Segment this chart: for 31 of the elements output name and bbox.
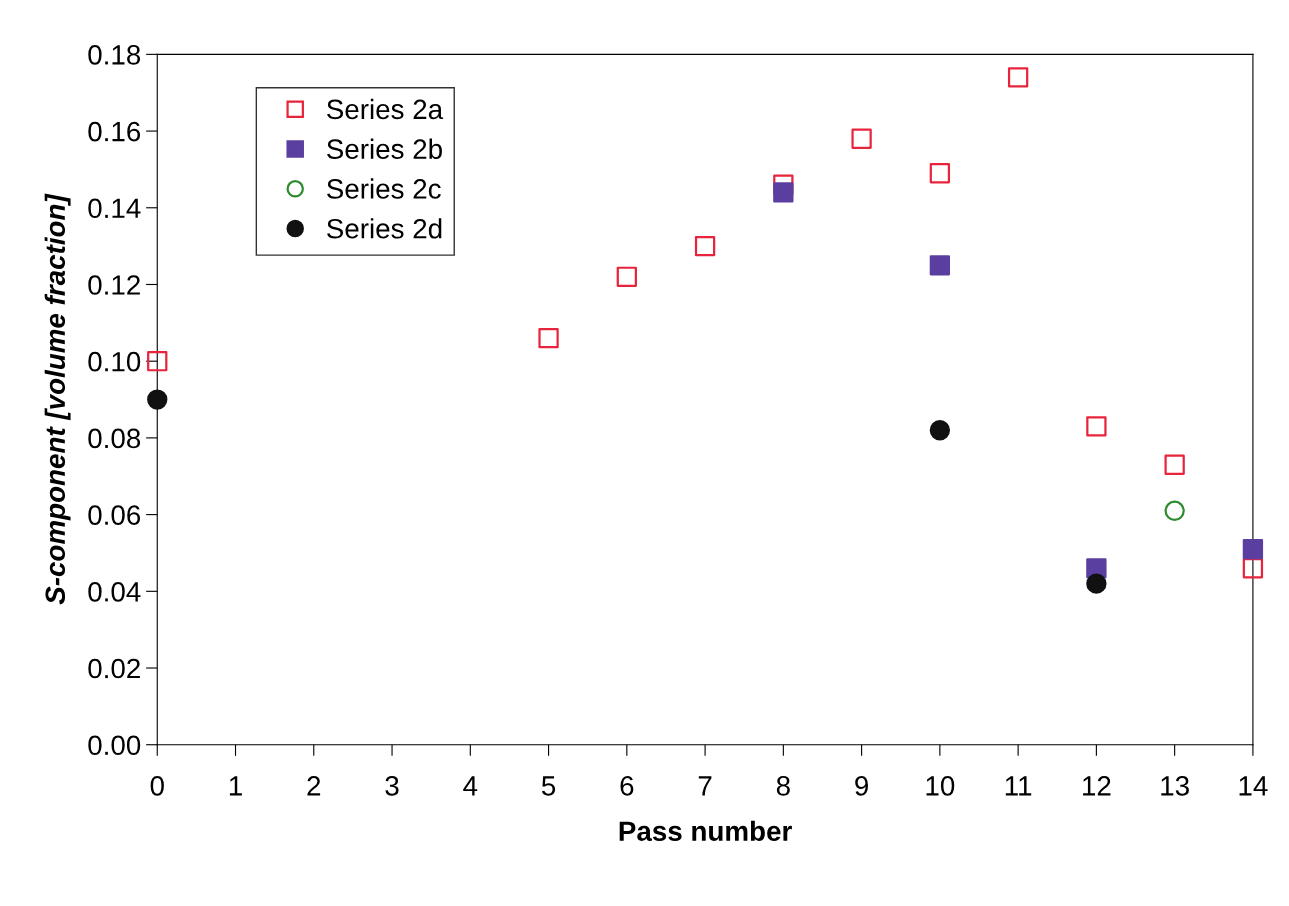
y-tick-label: 0.14	[88, 198, 141, 219]
y-tick-label: 0.08	[88, 428, 141, 449]
legend-label: Series 2d	[327, 218, 442, 239]
x-tick-label: 5	[541, 776, 556, 796]
x-tick-label: 3	[385, 776, 399, 796]
x-tick-label: 13	[1161, 776, 1189, 796]
x-tick-label: 14	[1239, 776, 1268, 796]
legend-label: Series 2a	[327, 98, 444, 120]
y-tick-label: 0.06	[88, 505, 141, 525]
y-tick-label: 0.00	[88, 735, 141, 756]
x-tick-label: 6	[620, 776, 634, 796]
x-tick-label: 11	[1005, 776, 1032, 796]
y-tick-label: 0.04	[88, 581, 141, 602]
x-tick-label: 2	[307, 776, 321, 796]
y-tick-label: 0.12	[88, 275, 140, 295]
x-tick-label: 10	[926, 776, 955, 796]
x-axis-title: Pass number	[619, 820, 792, 842]
x-tick-label: 9	[855, 776, 869, 796]
x-tick-label: 12	[1083, 776, 1111, 796]
x-tick-label: 1	[229, 776, 242, 796]
y-tick-label: 0.18	[88, 45, 141, 65]
y-tick-label: 0.16	[88, 121, 141, 142]
legend-label: Series 2b	[327, 138, 442, 159]
x-tick-label: 4	[463, 776, 478, 796]
x-tick-label: 7	[698, 776, 712, 796]
x-tick-label: 0	[150, 776, 164, 796]
x-tick-label: 8	[776, 776, 790, 796]
legend-label: Series 2c	[327, 178, 441, 199]
y-tick-label: 0.02	[88, 658, 140, 679]
y-tick-label: 0.10	[88, 351, 141, 372]
y-axis-title: S-component [volume fraction]	[44, 193, 71, 605]
